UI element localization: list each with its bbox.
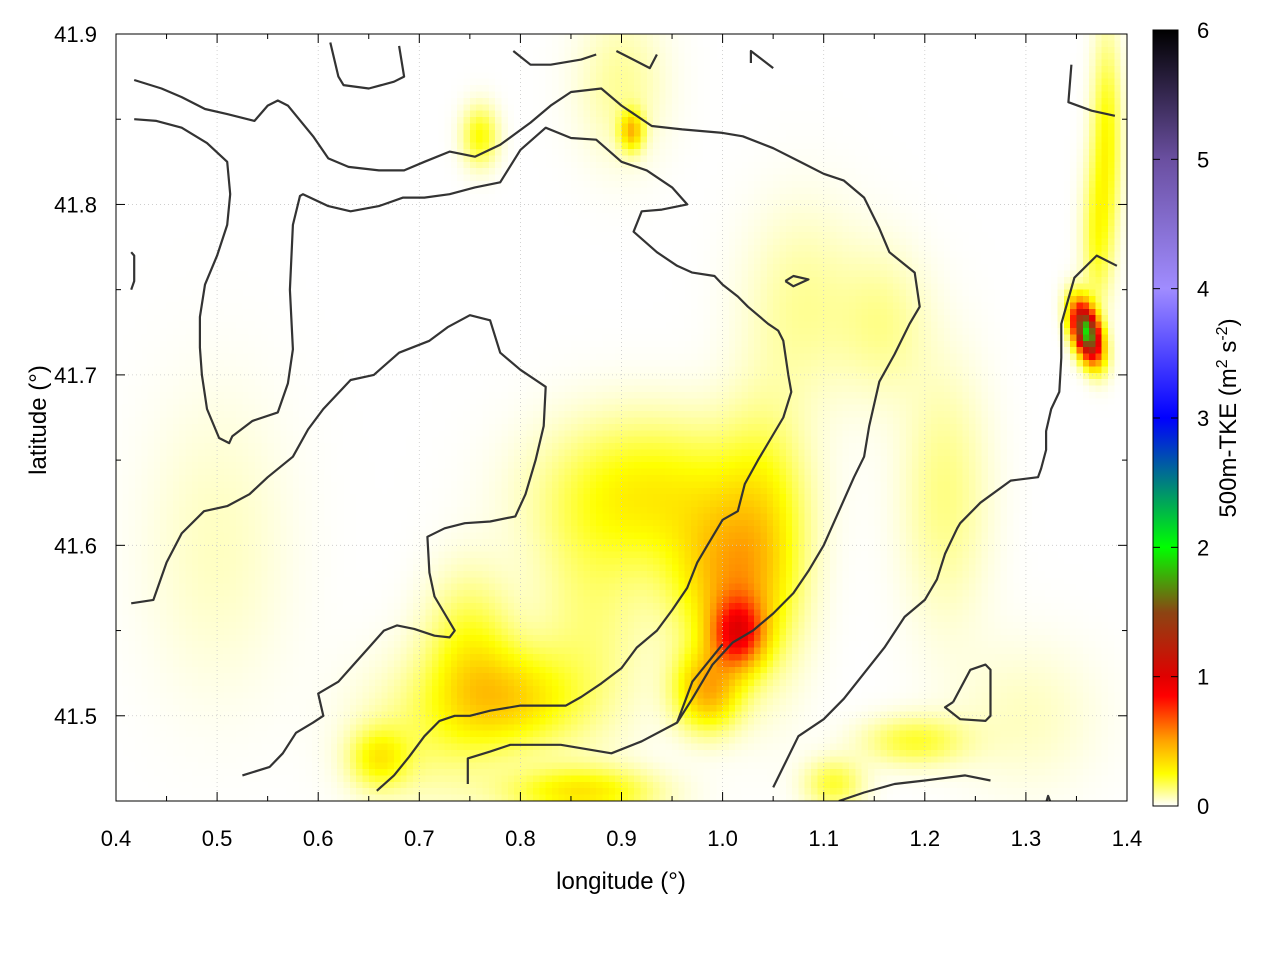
colorbar-tick-label: 2 (1197, 535, 1209, 560)
contour-line (943, 663, 992, 722)
contour-line (1067, 64, 1116, 117)
colorbar-tick-label: 5 (1197, 147, 1209, 172)
x-tick-label: 1.2 (910, 826, 941, 851)
grid-lines (116, 34, 1127, 801)
contour-line (784, 274, 810, 288)
x-tick-label: 0.7 (404, 826, 435, 851)
contour-line (329, 42, 406, 90)
colorbar-tick-label: 0 (1197, 794, 1209, 819)
contour-line (838, 774, 991, 801)
contour-line (131, 314, 547, 777)
contour-line (134, 118, 793, 792)
x-tick-label: 1.1 (808, 826, 839, 851)
contour-line (512, 50, 597, 66)
contour-line (772, 254, 1118, 788)
y-tick-label: 41.7 (54, 363, 97, 388)
colorbar-tick-label: 3 (1197, 406, 1209, 431)
x-tick-label: 1.4 (1112, 826, 1143, 851)
x-tick-label: 0.6 (303, 826, 334, 851)
x-tick-label: 0.5 (202, 826, 233, 851)
tke-field (116, 34, 1127, 801)
colorbar-tick-labels: 0 1 2 3 4 5 6 (1197, 18, 1209, 819)
x-tick-label: 0.8 (505, 826, 536, 851)
colorbar-ticks (1153, 29, 1178, 807)
x-tick-label: 0.9 (606, 826, 637, 851)
x-tick-label: 0.4 (101, 826, 132, 851)
contour-line (749, 49, 774, 69)
axis-ticks (115, 33, 1128, 802)
colorbar-tick-label: 4 (1197, 277, 1209, 302)
y-tick-label: 41.5 (54, 704, 97, 729)
colorbar-tick-label: 6 (1197, 18, 1209, 43)
terrain-contours (130, 42, 1118, 801)
contour-line (676, 643, 724, 723)
y-axis-label: latitude (°) (25, 365, 52, 475)
contour-line (615, 50, 658, 70)
x-tick-label: 1.0 (707, 826, 738, 851)
y-tick-labels: 41.5 41.6 41.7 41.8 41.9 (54, 22, 97, 729)
colorbar-label: 500m-TKE (m2 s-2) (1214, 318, 1242, 517)
colorbar-tick-label: 1 (1197, 665, 1209, 690)
y-tick-label: 41.6 (54, 533, 97, 558)
x-axis-label: longitude (°) (556, 868, 686, 895)
contour-line (130, 251, 136, 291)
x-tick-labels: 0.4 0.5 0.6 0.7 0.8 0.9 1.0 1.1 1.2 1.3 1.4 (101, 826, 1143, 851)
y-tick-label: 41.9 (54, 22, 97, 47)
x-tick-label: 1.3 (1011, 826, 1042, 851)
y-tick-label: 41.8 (54, 192, 97, 217)
contour-line (133, 78, 921, 784)
contour-line (1045, 794, 1052, 801)
